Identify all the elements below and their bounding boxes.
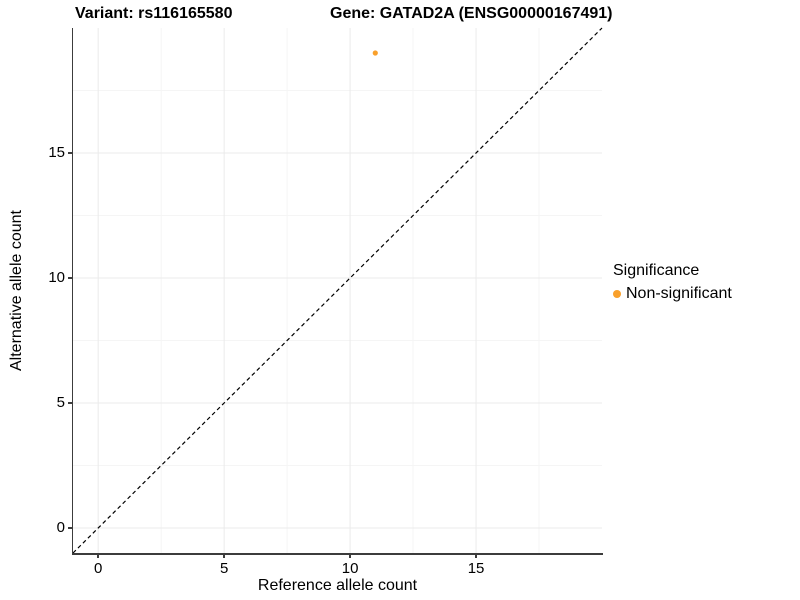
plot-title-gene: Gene: GATAD2A (ENSG00000167491) [330,5,613,22]
x-tick-mark [349,553,351,558]
plot-title-variant: Variant: rs116165580 [75,5,233,22]
legend: Significance Non-significant [613,262,732,303]
legend-point-icon [613,290,621,298]
y-tick-mark [68,152,73,154]
y-tick-mark [68,277,73,279]
x-tick-mark [475,553,477,558]
x-tick-mark [97,553,99,558]
plot-panel [72,27,603,554]
x-tick-label: 15 [467,560,485,577]
y-tick-label: 15 [48,144,65,161]
x-tick-label: 5 [219,560,229,577]
y-tick-mark [68,527,73,529]
x-tick-mark [223,553,225,558]
y-tick-mark [68,402,73,404]
y-axis-label: Alternative allele count [8,210,25,371]
x-axis-line [71,553,603,555]
x-axis-label: Reference allele count [257,577,418,594]
y-tick-label: 5 [56,394,65,411]
legend-title: Significance [613,262,700,279]
legend-entry-label: Non-significant [626,285,732,302]
plot-area [72,27,603,554]
x-tick-label: 0 [94,560,103,577]
legend-entry: Non-significant [613,285,732,303]
x-tick-label: 10 [341,560,359,577]
y-tick-label: 0 [56,519,65,536]
y-axis-line [71,28,73,555]
identity-line [72,27,603,554]
data-point [372,50,378,56]
y-tick-label: 10 [48,269,65,286]
